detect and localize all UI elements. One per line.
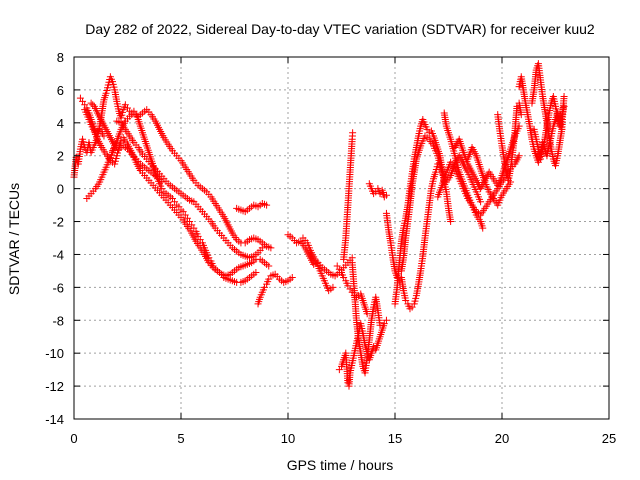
x-tick-label: 20 [495, 431, 509, 446]
chart-title: Day 282 of 2022, Sidereal Day-to-day VTE… [85, 21, 595, 37]
x-tick-label: 25 [602, 431, 616, 446]
data-point [376, 321, 384, 329]
x-axis-label: GPS time / hours [287, 457, 394, 473]
data-point [560, 102, 568, 110]
y-tick-label: -12 [45, 379, 64, 394]
data-point [288, 273, 296, 281]
y-tick-label: 4 [57, 116, 64, 131]
tick-layer: 0 5 10 15 20 25 -14 -12 -10 -8 -6 -4 -2 0 2 4 6 8 [45, 50, 616, 446]
x-tick-label: 5 [177, 431, 184, 446]
y-tick-label: 0 [57, 182, 64, 197]
data-point [329, 283, 337, 291]
data-point [349, 129, 357, 137]
y-tick-label: -2 [52, 215, 64, 230]
data-point [515, 152, 523, 160]
x-tick-label: 10 [281, 431, 295, 446]
data-point [479, 224, 487, 232]
x-tick-label: 0 [70, 431, 77, 446]
data-point [447, 218, 455, 226]
y-tick-label: 6 [57, 83, 64, 98]
y-axis-label: SDTVAR / TECUs [6, 183, 22, 295]
data-point [252, 269, 260, 277]
data-point [87, 99, 95, 107]
y-tick-label: -6 [52, 280, 64, 295]
y-tick-label: 8 [57, 50, 64, 65]
data-point [477, 198, 485, 206]
data-point [100, 132, 108, 140]
data-point [158, 178, 166, 186]
data-point [113, 139, 121, 147]
y-tick-label: -4 [52, 247, 64, 262]
y-tick-label: 2 [57, 149, 64, 164]
data-point [344, 379, 352, 387]
y-tick-label: -10 [45, 346, 64, 361]
data-point [560, 92, 568, 100]
x-tick-label: 15 [388, 431, 402, 446]
data-point [267, 244, 275, 252]
data-point [382, 191, 390, 199]
plot-frame [73, 56, 610, 420]
data-point [263, 201, 271, 209]
data-point-fill [89, 101, 97, 109]
y-tick-label: -14 [45, 412, 64, 427]
data-point [517, 111, 525, 119]
data-point [265, 262, 273, 270]
data-point [382, 316, 390, 324]
y-tick-label: -8 [52, 313, 64, 328]
data-marker-layer [70, 60, 568, 390]
